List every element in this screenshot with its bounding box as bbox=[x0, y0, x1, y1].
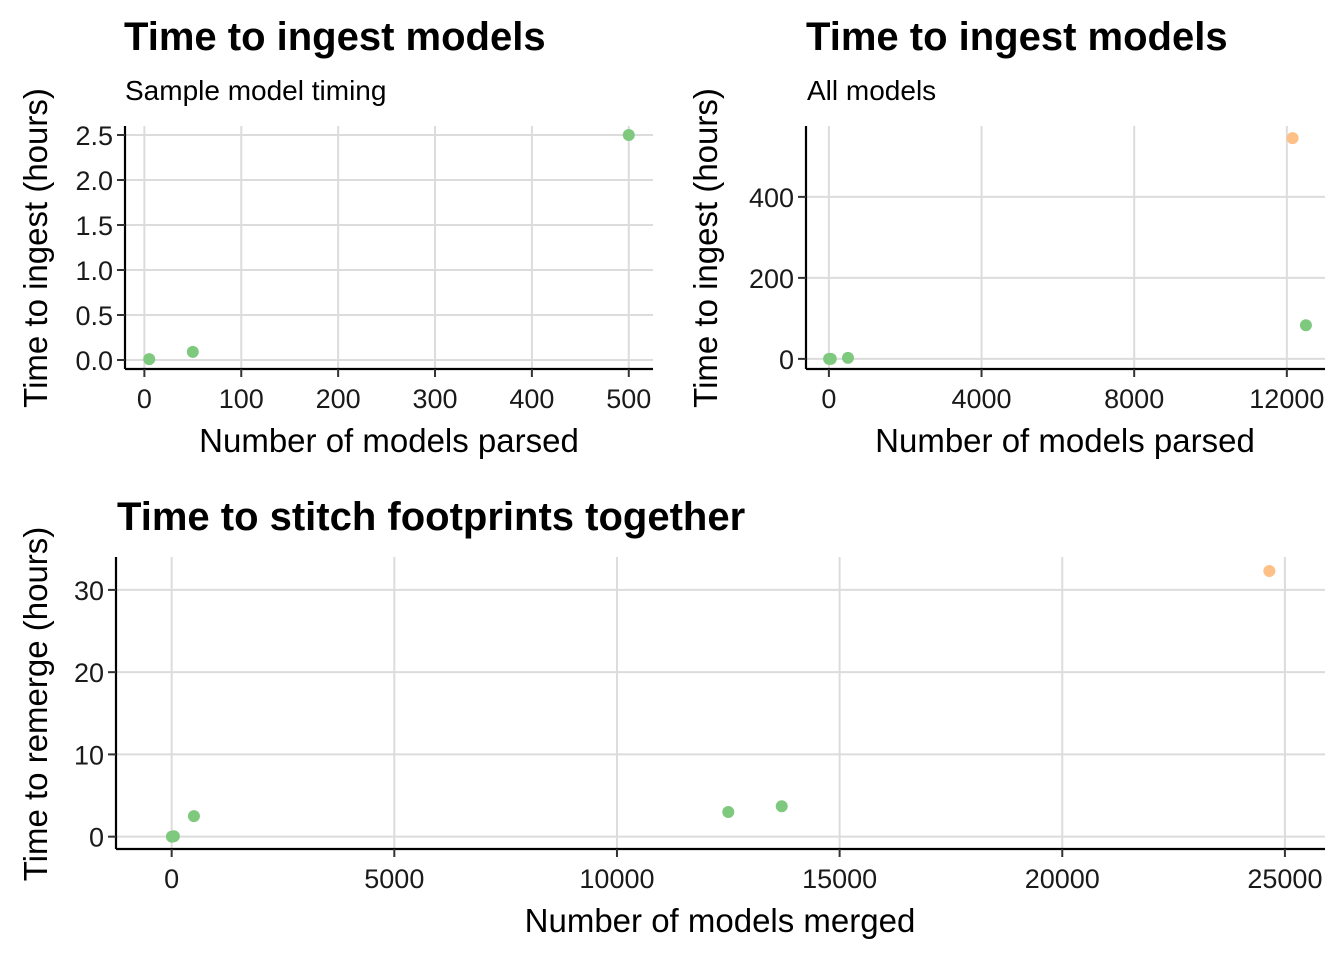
x-tick-label: 300 bbox=[412, 384, 457, 414]
data-point bbox=[1263, 564, 1276, 577]
plot-area: 0 5000 10000 15000 20000 25000 0 10 20 30 bbox=[74, 557, 1325, 894]
y-tick-label: 400 bbox=[749, 183, 794, 213]
y-tick-label: 0 bbox=[89, 823, 104, 853]
x-axis-label: Number of models parsed bbox=[199, 422, 579, 459]
y-tick-label: 0 bbox=[779, 345, 794, 375]
y-tick-label: 0.5 bbox=[75, 301, 113, 331]
x-tick-label: 0 bbox=[164, 864, 179, 894]
x-tick-label: 4000 bbox=[952, 384, 1012, 414]
data-point bbox=[143, 353, 156, 366]
data-point bbox=[722, 805, 735, 818]
chart-title: Time to ingest models bbox=[124, 15, 546, 59]
x-tick-label: 100 bbox=[219, 384, 264, 414]
chart-subtitle: All models bbox=[807, 75, 936, 106]
panel-stitch-footprints: Time to stitch footprints together 0 5000… bbox=[17, 495, 1325, 939]
x-tick-label: 15000 bbox=[802, 864, 877, 894]
y-tick-label: 10 bbox=[74, 740, 104, 770]
y-axis-label: Time to ingest (hours) bbox=[687, 88, 724, 408]
y-axis-label: Time to remerge (hours) bbox=[17, 527, 54, 882]
x-tick-label: 200 bbox=[316, 384, 361, 414]
x-tick-label: 0 bbox=[137, 384, 152, 414]
panel-sample-timing: Time to ingest models Sample model timin… bbox=[17, 15, 653, 459]
chart-title: Time to stitch footprints together bbox=[117, 495, 745, 539]
chart-subtitle: Sample model timing bbox=[125, 75, 386, 106]
data-point bbox=[824, 352, 837, 365]
plot-area: 0 100 200 300 400 500 0.0 0.5 1.0 1.5 2.0 2.5 bbox=[75, 121, 653, 414]
y-axis-label: Time to ingest (hours) bbox=[17, 88, 54, 408]
x-tick-label: 5000 bbox=[364, 864, 424, 894]
x-tick-label: 0 bbox=[821, 384, 836, 414]
x-tick-label: 12000 bbox=[1249, 384, 1324, 414]
y-tick-label: 1.0 bbox=[75, 256, 113, 286]
data-point bbox=[186, 345, 199, 358]
chart-title: Time to ingest models bbox=[806, 15, 1228, 59]
panel-all-models: Time to ingest models All models 0 4000 80… bbox=[687, 15, 1325, 459]
y-tick-label: 2.0 bbox=[75, 166, 113, 196]
data-point bbox=[1286, 132, 1299, 145]
data-point bbox=[187, 810, 200, 823]
x-tick-label: 25000 bbox=[1247, 864, 1322, 894]
x-tick-label: 500 bbox=[606, 384, 651, 414]
plot-area: 0 4000 8000 12000 0 200 400 bbox=[749, 126, 1325, 414]
y-tick-label: 30 bbox=[74, 576, 104, 606]
data-point bbox=[167, 830, 180, 843]
data-point bbox=[775, 800, 788, 813]
y-tick-label: 2.5 bbox=[75, 121, 113, 151]
data-point bbox=[622, 129, 635, 141]
x-tick-label: 8000 bbox=[1104, 384, 1164, 414]
x-tick-label: 400 bbox=[509, 384, 554, 414]
data-point bbox=[1299, 319, 1312, 332]
x-tick-label: 10000 bbox=[579, 864, 654, 894]
y-tick-label: 20 bbox=[74, 658, 104, 688]
y-tick-label: 1.5 bbox=[75, 211, 113, 241]
x-tick-label: 20000 bbox=[1025, 864, 1100, 894]
y-tick-label: 0.0 bbox=[75, 346, 113, 376]
data-point bbox=[841, 351, 854, 364]
y-tick-label: 200 bbox=[749, 264, 794, 294]
x-axis-label: Number of models parsed bbox=[875, 422, 1255, 459]
x-axis-label: Number of models merged bbox=[525, 902, 916, 939]
